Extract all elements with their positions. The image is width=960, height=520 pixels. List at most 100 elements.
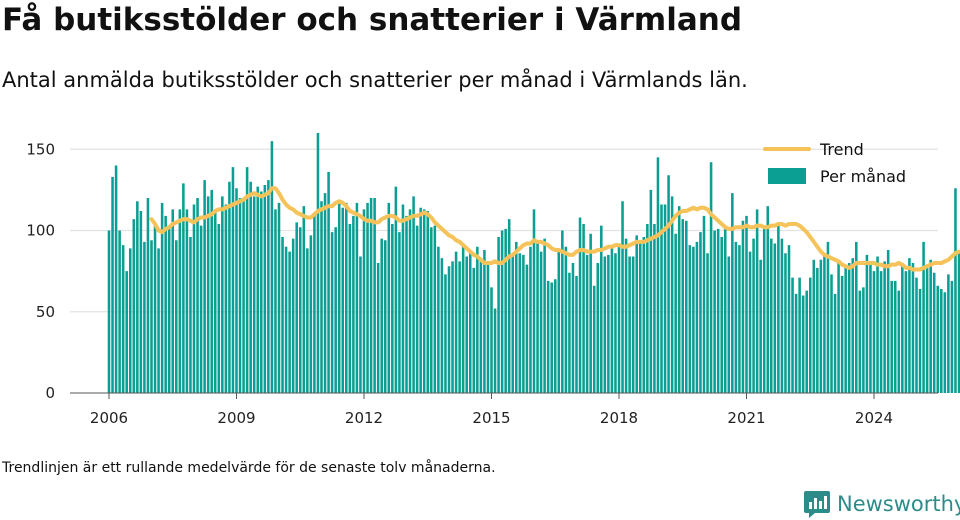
bar: [865, 254, 869, 394]
bar: [685, 220, 688, 393]
bar: [327, 172, 330, 393]
bar: [267, 180, 270, 394]
bar: [440, 258, 444, 394]
bar: [766, 206, 770, 394]
bar: [883, 261, 886, 394]
bar: [801, 295, 805, 393]
bar: [274, 209, 277, 394]
bar: [114, 165, 118, 393]
bar: [653, 224, 656, 393]
bar: [638, 241, 642, 394]
bar: [932, 272, 936, 393]
bar: [121, 245, 125, 394]
legend-bars-swatch: [768, 168, 806, 184]
bar: [380, 238, 383, 394]
bar: [575, 276, 578, 393]
bar: [306, 248, 309, 394]
bar: [139, 211, 143, 393]
bar: [309, 235, 313, 394]
bar: [677, 206, 681, 394]
bar: [515, 241, 518, 394]
bar: [826, 241, 830, 394]
bar: [507, 219, 511, 394]
bar: [511, 256, 515, 393]
bar: [858, 290, 862, 394]
bar: [146, 198, 150, 393]
bar: [833, 293, 837, 394]
bar: [157, 248, 160, 394]
bar: [745, 215, 748, 394]
bar: [415, 225, 419, 394]
bar: [681, 219, 685, 394]
bar: [908, 258, 911, 394]
trend-line: [149, 186, 960, 272]
bar: [497, 237, 500, 393]
bar: [217, 224, 221, 393]
x-tick-label: 2015: [472, 409, 510, 427]
bar: [876, 256, 879, 393]
bar: [164, 215, 167, 394]
bar: [539, 251, 543, 394]
bar: [185, 209, 189, 394]
bar: [167, 227, 171, 393]
bar: [298, 227, 302, 393]
bar: [472, 267, 476, 394]
bar: [649, 189, 653, 394]
bar: [830, 274, 833, 394]
bar: [447, 266, 451, 393]
bar: [897, 290, 901, 394]
legend-trend-label: Trend: [819, 140, 864, 159]
bar: [352, 215, 355, 394]
bar: [341, 207, 345, 393]
bar: [582, 224, 585, 393]
bar: [674, 233, 677, 393]
bar: [943, 292, 947, 393]
bar: [422, 209, 426, 394]
bar: [490, 287, 493, 394]
bar: [862, 287, 865, 394]
bar: [451, 261, 454, 394]
bar: [153, 225, 157, 394]
x-tick-label: 2006: [90, 409, 128, 427]
bar: [741, 220, 745, 393]
bar: [518, 253, 522, 393]
bar: [182, 183, 185, 394]
bar: [249, 181, 252, 393]
bar: [543, 238, 546, 394]
bar: [398, 232, 401, 394]
bar: [646, 224, 649, 393]
bar: [716, 228, 720, 394]
bar: [277, 202, 281, 394]
bar: [256, 186, 260, 394]
bar: [125, 271, 128, 394]
bar: [500, 230, 504, 393]
bar: [614, 253, 617, 393]
y-tick-label: 100: [26, 222, 55, 240]
bar: [192, 204, 196, 393]
bar: [847, 263, 851, 393]
bar: [366, 202, 369, 394]
bar: [532, 209, 536, 394]
bar: [837, 263, 840, 393]
bar: [794, 293, 798, 394]
bar: [362, 209, 366, 394]
bar: [879, 271, 883, 394]
bar: [561, 230, 564, 393]
bar: [734, 241, 738, 394]
bar: [320, 201, 323, 393]
bar: [851, 258, 855, 394]
bar: [823, 253, 826, 393]
brand-logo[interactable]: Newsworthy: [803, 488, 960, 520]
bar: [281, 237, 284, 393]
bar: [610, 245, 614, 394]
bar: [221, 196, 224, 394]
bar: [242, 201, 245, 393]
bar: [345, 202, 348, 394]
bar: [911, 263, 915, 393]
bar: [355, 202, 359, 394]
bar: [525, 264, 529, 394]
bar: [592, 285, 596, 393]
bar: [667, 175, 670, 393]
bar: [238, 198, 242, 393]
bar: [553, 279, 557, 393]
